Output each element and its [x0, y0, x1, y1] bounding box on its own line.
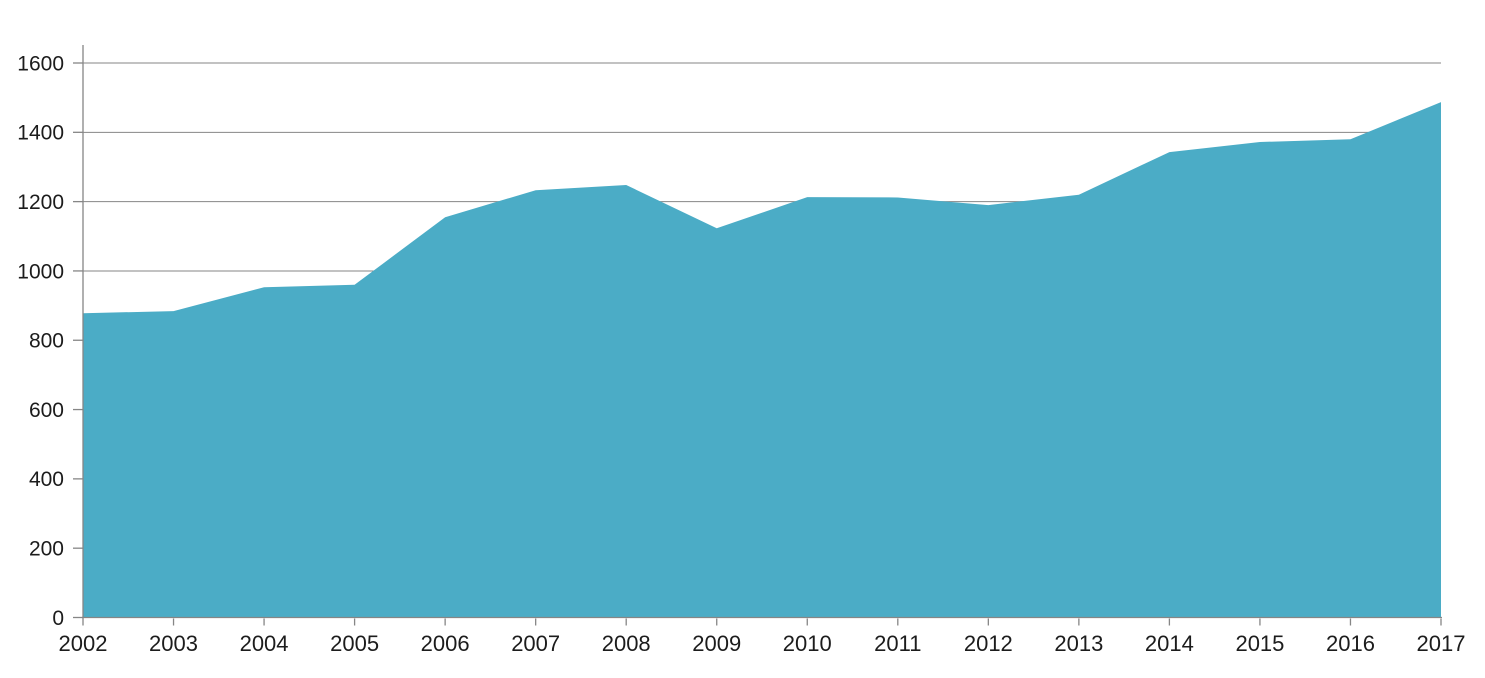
x-axis-tick-label: 2011: [874, 631, 921, 656]
x-axis-tick-label: 2012: [964, 631, 1013, 656]
x-axis-tick-label: 2009: [692, 631, 741, 656]
y-axis-tick-label: 600: [29, 399, 64, 422]
x-axis-tick-label: 2007: [511, 631, 560, 656]
x-axis-tick-label: 2014: [1145, 631, 1194, 656]
x-axis-tick-label: 2005: [330, 631, 379, 656]
y-axis-tick-label: 800: [29, 330, 64, 353]
y-axis-tick-label: 200: [29, 538, 64, 561]
area-series: [83, 102, 1441, 618]
x-axis-tick-label: 2003: [149, 631, 198, 656]
x-axis-tick-label: 2013: [1054, 631, 1103, 656]
y-axis-tick-label: 1600: [17, 52, 64, 75]
x-axis-tick-label: 2010: [783, 631, 832, 656]
x-axis-tick-label: 2015: [1235, 631, 1284, 656]
y-axis-tick-label: 400: [29, 468, 64, 491]
y-axis-tick-label: 1400: [17, 122, 64, 145]
x-axis-tick-label: 2017: [1417, 631, 1466, 656]
y-axis-tick-label: 1000: [17, 260, 64, 283]
x-axis-tick-label: 2002: [59, 631, 108, 656]
y-axis-tick-label: 1200: [17, 191, 64, 214]
x-axis-tick-label: 2004: [240, 631, 289, 656]
x-axis-tick-label: 2008: [602, 631, 651, 656]
y-axis-tick-label: 0: [52, 607, 64, 630]
x-axis-tick-label: 2016: [1326, 631, 1375, 656]
x-axis-tick-label: 2006: [421, 631, 470, 656]
